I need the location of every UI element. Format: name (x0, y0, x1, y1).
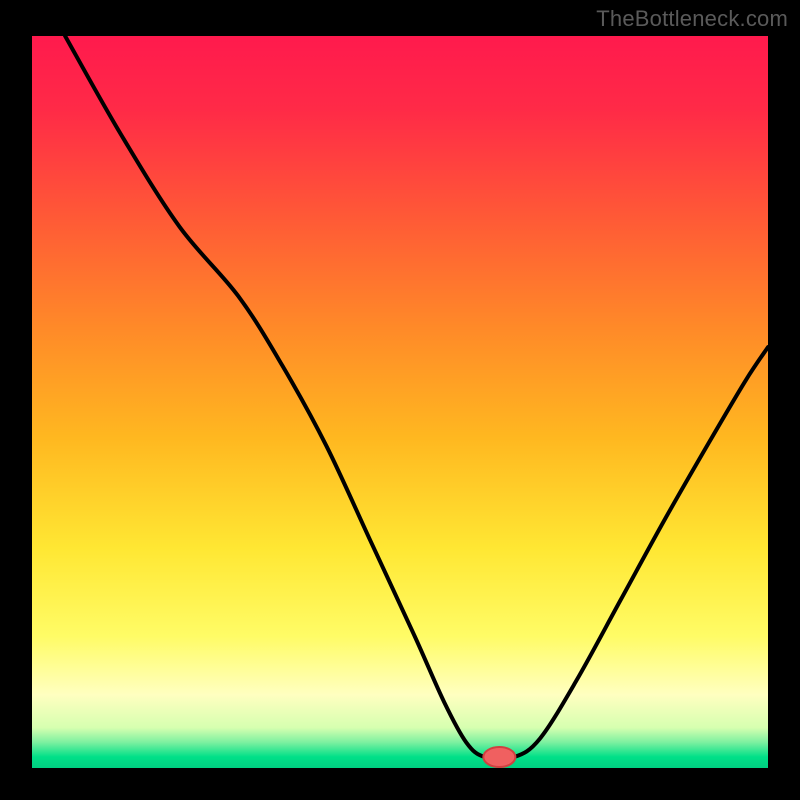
watermark-text: TheBottleneck.com (596, 6, 788, 32)
bottleneck-chart (32, 36, 768, 768)
chart-svg (32, 36, 768, 768)
optimal-point-marker (483, 747, 515, 767)
chart-background (32, 36, 768, 768)
chart-frame: TheBottleneck.com (0, 0, 800, 800)
